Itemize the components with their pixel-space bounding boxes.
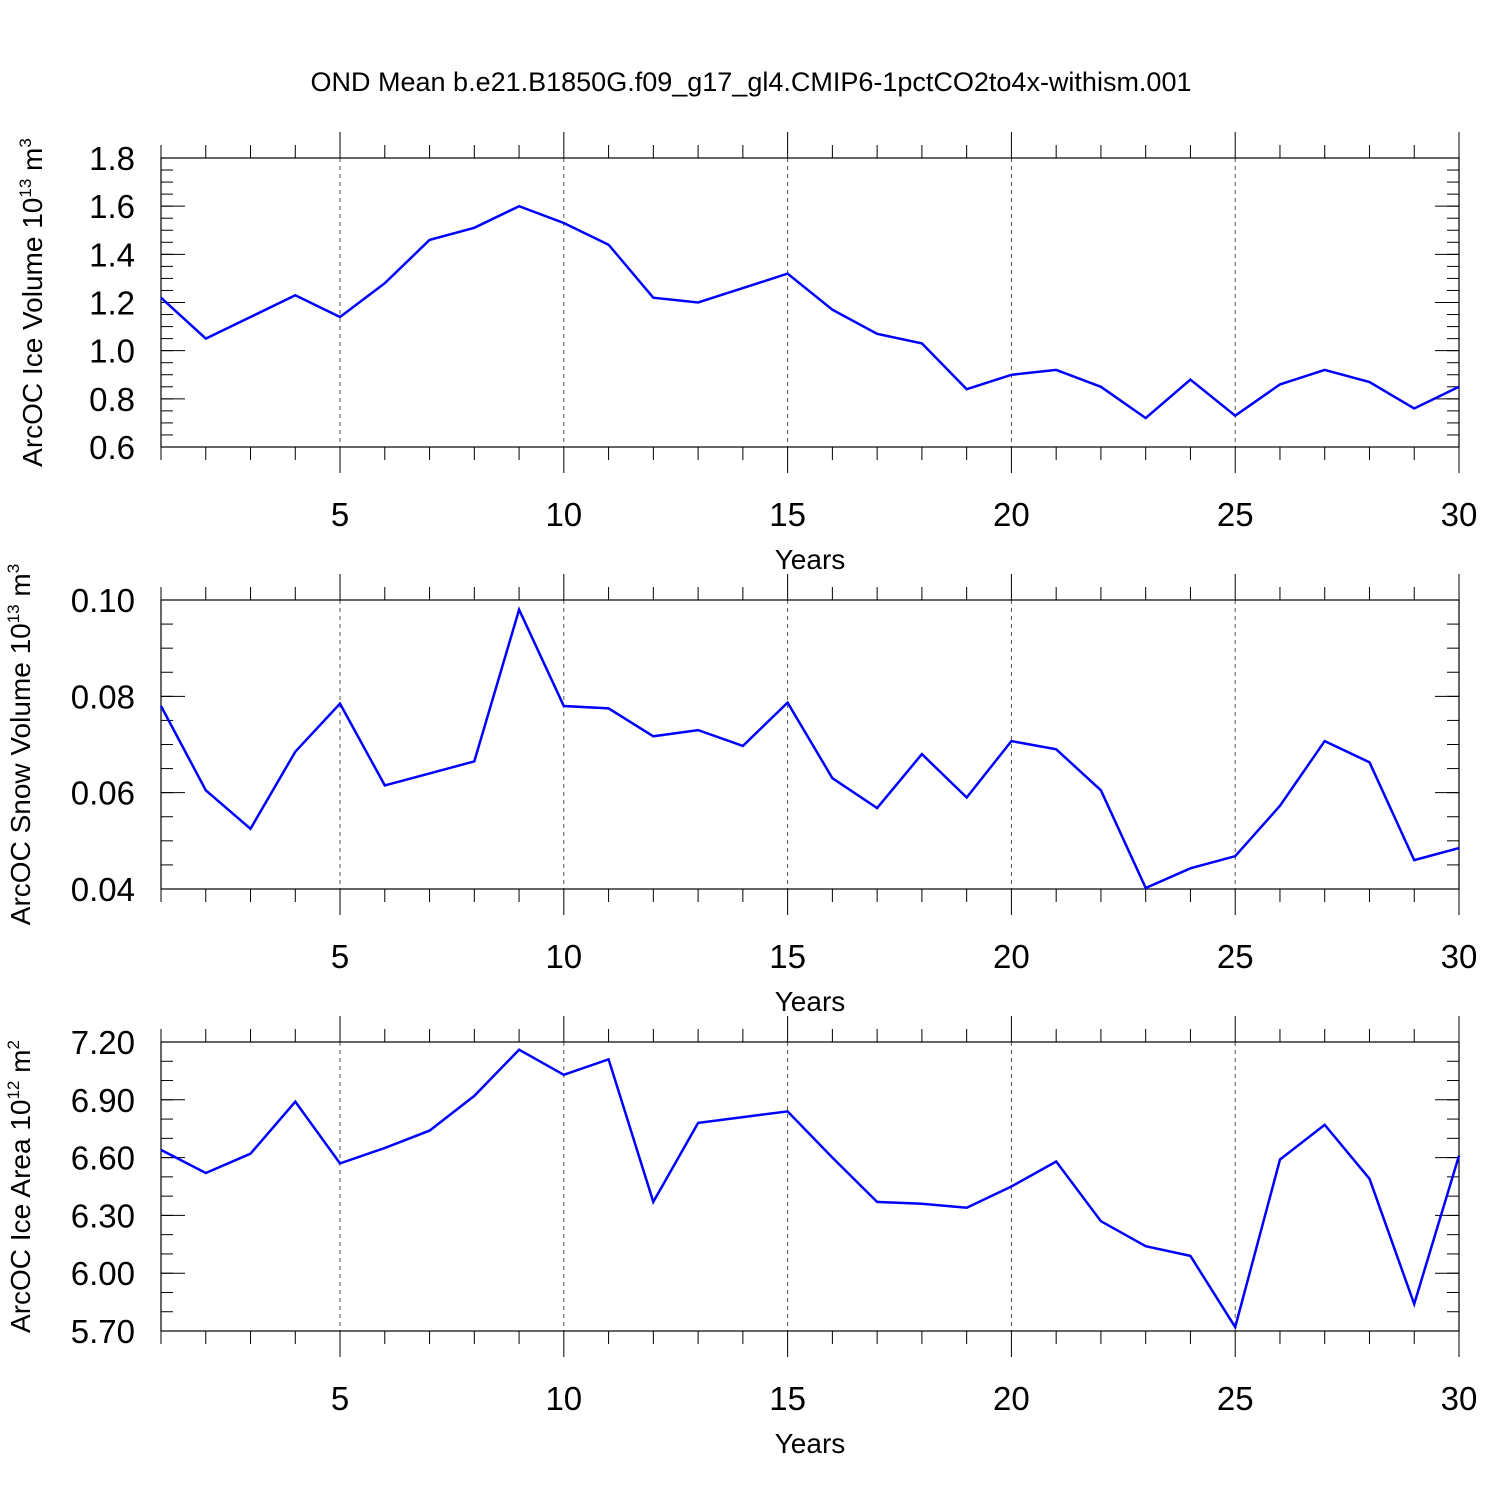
chart-1-ytick-label-3: 0.10 xyxy=(71,582,135,619)
chart-1-ytick-label-2: 0.08 xyxy=(71,678,135,715)
chart-1-series-line xyxy=(159,606,1460,890)
chart-0-y-axis-label: ArcOC Ice Volume 1013 m3 xyxy=(16,138,48,467)
chart-1-xtick-label-5: 30 xyxy=(1441,938,1478,975)
chart-0-xtick-label-0: 5 xyxy=(331,496,349,533)
chart-2-ytick-label-2: 6.30 xyxy=(71,1197,135,1234)
panel-snow-volume: 0.04 0.06 0.08 0.10 5 10 15 20 25 30 Years ArcOC Sn… xyxy=(4,564,1477,1017)
panel-ice-area: 5.70 6.00 6.30 6.60 6.90 7.20 5 10 15 20 25 30 Years… xyxy=(4,1016,1477,1459)
chart-0-ytick-label-1: 0.8 xyxy=(89,381,135,418)
chart-0-series-line xyxy=(160,204,1460,420)
chart-0-ytick-label-5: 1.6 xyxy=(89,188,135,225)
chart-1-x-axis-label: Years xyxy=(775,986,846,1017)
chart-2-ytick-label-3: 6.60 xyxy=(71,1140,135,1177)
chart-0-ytick-label-4: 1.4 xyxy=(89,236,135,273)
chart-2-plot-frame xyxy=(160,1041,1460,1332)
chart-0-ytick-label-6: 1.8 xyxy=(89,140,135,177)
panel-ice-volume: 0.6 0.8 1.0 1.2 1.4 1.6 1.8 5 10 15 20 25 30 Years Arc… xyxy=(16,132,1477,575)
chart-2-xtick-label-3: 20 xyxy=(993,1380,1030,1417)
chart-1-xtick-label-3: 20 xyxy=(993,938,1030,975)
chart-1-xtick-label-1: 10 xyxy=(545,938,582,975)
chart-0-ytick-label-2: 1.0 xyxy=(89,333,135,370)
chart-1-xtick-label-4: 25 xyxy=(1217,938,1254,975)
chart-0-ytick-label-0: 0.6 xyxy=(89,429,135,466)
chart-0-xtick-label-1: 10 xyxy=(545,496,582,533)
chart-0-plot-frame xyxy=(160,157,1460,448)
chart-2-xtick-label-0: 5 xyxy=(331,1380,349,1417)
chart-2-xtick-label-1: 10 xyxy=(545,1380,582,1417)
chart-1-plot-frame xyxy=(160,599,1460,890)
chart-0-ytick-label-3: 1.2 xyxy=(89,285,135,322)
chart-2-ytick-label-1: 6.00 xyxy=(71,1255,135,1292)
chart-2-xtick-label-5: 30 xyxy=(1441,1380,1478,1417)
chart-2-y-axis-label: ArcOC Ice Area 1012 m2 xyxy=(4,1040,36,1333)
chart-0-xtick-label-2: 15 xyxy=(769,496,806,533)
figure-title: OND Mean b.e21.B1850G.f09_g17_gl4.CMIP6-… xyxy=(311,67,1192,97)
chart-0-xtick-label-3: 20 xyxy=(993,496,1030,533)
chart-2-xtick-label-4: 25 xyxy=(1217,1380,1254,1417)
chart-0-xtick-label-5: 30 xyxy=(1441,496,1478,533)
chart-1-ytick-label-0: 0.04 xyxy=(71,871,135,908)
chart-0-xtick-label-4: 25 xyxy=(1217,496,1254,533)
chart-2-ytick-label-0: 5.70 xyxy=(71,1313,135,1350)
chart-1-ytick-label-1: 0.06 xyxy=(71,775,135,812)
chart-2-ytick-label-5: 7.20 xyxy=(71,1024,135,1061)
chart-2-ytick-label-4: 6.90 xyxy=(71,1082,135,1119)
chart-1-xtick-label-2: 15 xyxy=(769,938,806,975)
chart-2-series-line xyxy=(160,1048,1461,1331)
chart-0-x-axis-label: Years xyxy=(775,544,846,575)
chart-2-x-axis-label: Years xyxy=(775,1428,846,1459)
chart-1-xtick-label-0: 5 xyxy=(331,938,349,975)
chart-1-y-axis-label: ArcOC Snow Volume 1013 m3 xyxy=(4,564,36,925)
chart-2-xtick-label-2: 15 xyxy=(769,1380,806,1417)
